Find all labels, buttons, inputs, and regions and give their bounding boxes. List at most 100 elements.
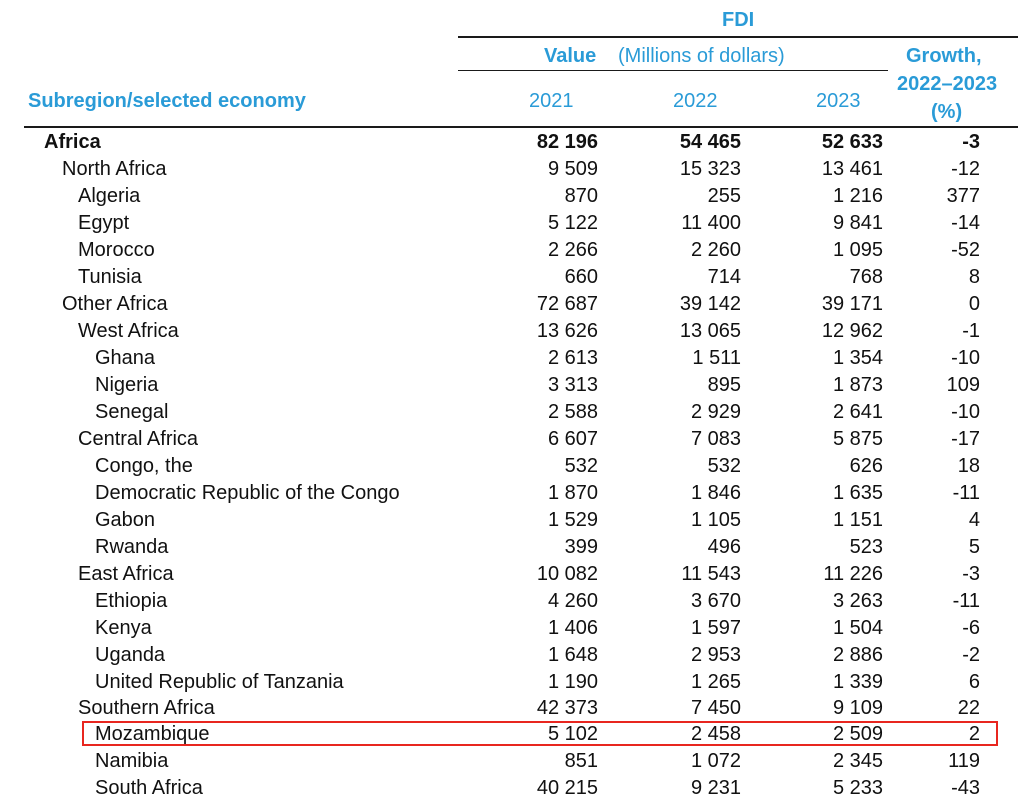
- value-2021: 1 190: [547, 671, 598, 693]
- value-2022: 11 400: [681, 212, 741, 234]
- table-row-highlighted: Mozambique 5 102 2 458 2 509 2: [0, 721, 1024, 748]
- units-header: (Millions of dollars): [618, 45, 785, 67]
- fdi-header: FDI: [722, 9, 755, 31]
- value-2023: 52 633: [821, 131, 883, 153]
- table-row: Ethiopia 4 260 3 670 3 263 -11: [0, 588, 1024, 615]
- value-2021: 2 588: [547, 401, 598, 423]
- row-name: West Africa: [78, 320, 179, 342]
- value-2022: 7 083: [690, 428, 741, 450]
- value-2022: 714: [707, 266, 741, 288]
- value-2021: 5 102: [547, 723, 598, 745]
- value-2023: 1 635: [832, 482, 883, 504]
- year-2022-header: 2022: [673, 90, 718, 112]
- value-2022: 1 265: [690, 671, 741, 693]
- table-row: Other Africa 72 687 39 142 39 171 0: [0, 291, 1024, 318]
- header-rule-top: [458, 36, 1018, 38]
- value-2022: 255: [707, 185, 741, 207]
- table-row: Nigeria 3 313 895 1 873 109: [0, 372, 1024, 399]
- growth-value: 22: [957, 697, 980, 719]
- growth-header-line3: (%): [931, 101, 963, 123]
- growth-value: 4: [968, 509, 980, 531]
- value-2023: 1 151: [832, 509, 883, 531]
- growth-value: -10: [951, 347, 980, 369]
- growth-value: 119: [948, 750, 980, 772]
- value-2021: 532: [564, 455, 598, 477]
- value-2023: 5 875: [832, 428, 883, 450]
- value-2021: 82 196: [536, 131, 598, 153]
- row-name: Senegal: [95, 401, 169, 423]
- value-2022: 496: [707, 536, 741, 558]
- value-2021: 1 406: [547, 617, 598, 639]
- row-name: Gabon: [95, 509, 156, 531]
- value-2023: 39 171: [821, 293, 883, 315]
- growth-value: -11: [952, 482, 980, 504]
- table-row: Kenya 1 406 1 597 1 504 -6: [0, 615, 1024, 642]
- value-2023: 2 345: [832, 750, 883, 772]
- value-2021: 851: [564, 750, 598, 772]
- value-2022: 1 105: [690, 509, 741, 531]
- row-name: North Africa: [62, 158, 167, 180]
- growth-value: 8: [968, 266, 980, 288]
- row-name: Central Africa: [78, 428, 199, 450]
- value-2022: 2 953: [690, 644, 741, 666]
- row-name: Ghana: [95, 347, 156, 369]
- value-2022: 39 142: [679, 293, 741, 315]
- value-2023: 5 233: [832, 777, 883, 799]
- growth-header-line1: Growth,: [906, 45, 982, 67]
- growth-value: -3: [962, 131, 980, 153]
- value-2021: 399: [564, 536, 598, 558]
- value-2022: 15 323: [679, 158, 741, 180]
- value-2023: 1 873: [832, 374, 883, 396]
- growth-value: -17: [951, 428, 980, 450]
- row-name: South Africa: [95, 777, 203, 799]
- value-2023: 523: [849, 536, 883, 558]
- row-name: Nigeria: [95, 374, 159, 396]
- value-2023: 1 216: [832, 185, 883, 207]
- table-row: Namibia 851 1 072 2 345 119: [0, 748, 1024, 775]
- table-row: Gabon 1 529 1 105 1 151 4: [0, 507, 1024, 534]
- value-2021: 2 266: [547, 239, 598, 261]
- growth-value: -11: [952, 590, 980, 612]
- table-row: Egypt 5 122 11 400 9 841 -14: [0, 210, 1024, 237]
- header-rule-bottom: [24, 126, 1018, 128]
- row-name: United Republic of Tanzania: [95, 671, 344, 693]
- value-2022: 1 846: [690, 482, 741, 504]
- growth-value: 0: [968, 293, 980, 315]
- row-name: Democratic Republic of the Congo: [95, 482, 400, 504]
- growth-value: 6: [968, 671, 980, 693]
- value-2022: 2 458: [690, 723, 741, 745]
- table-row: Algeria 870 255 1 216 377: [0, 183, 1024, 210]
- table-row: West Africa 13 626 13 065 12 962 -1: [0, 318, 1024, 345]
- table-row: Morocco 2 266 2 260 1 095 -52: [0, 237, 1024, 264]
- growth-value: -12: [951, 158, 980, 180]
- value-2023: 9 109: [832, 697, 883, 719]
- growth-header-line2: 2022–2023: [897, 73, 998, 95]
- value-2023: 1 095: [832, 239, 883, 261]
- growth-value: 109: [946, 374, 980, 396]
- year-2023-header: 2023: [816, 90, 861, 112]
- value-2022: 1 072: [690, 750, 741, 772]
- value-2022: 11 543: [681, 563, 741, 585]
- value-2023: 1 504: [832, 617, 883, 639]
- row-name: Southern Africa: [78, 697, 215, 719]
- value-2023: 626: [849, 455, 883, 477]
- row-name: Uganda: [95, 644, 166, 666]
- growth-value: 18: [957, 455, 980, 477]
- growth-value: -3: [962, 563, 980, 585]
- table-row: Rwanda 399 496 523 5: [0, 534, 1024, 561]
- value-2021: 1 529: [547, 509, 598, 531]
- growth-value: 377: [946, 185, 980, 207]
- growth-value: -10: [951, 401, 980, 423]
- row-name: Egypt: [78, 212, 130, 234]
- row-name: Kenya: [95, 617, 152, 639]
- value-2021: 40 215: [536, 777, 598, 799]
- table-row: Congo, the 532 532 626 18: [0, 453, 1024, 480]
- table-row: Southern Africa 42 373 7 450 9 109 22: [0, 695, 1024, 722]
- value-2022: 13 065: [679, 320, 741, 342]
- value-2021: 4 260: [547, 590, 598, 612]
- value-2021: 6 607: [547, 428, 598, 450]
- table-row: Democratic Republic of the Congo 1 870 1…: [0, 480, 1024, 507]
- value-2021: 870: [564, 185, 598, 207]
- value-2022: 9 231: [690, 777, 741, 799]
